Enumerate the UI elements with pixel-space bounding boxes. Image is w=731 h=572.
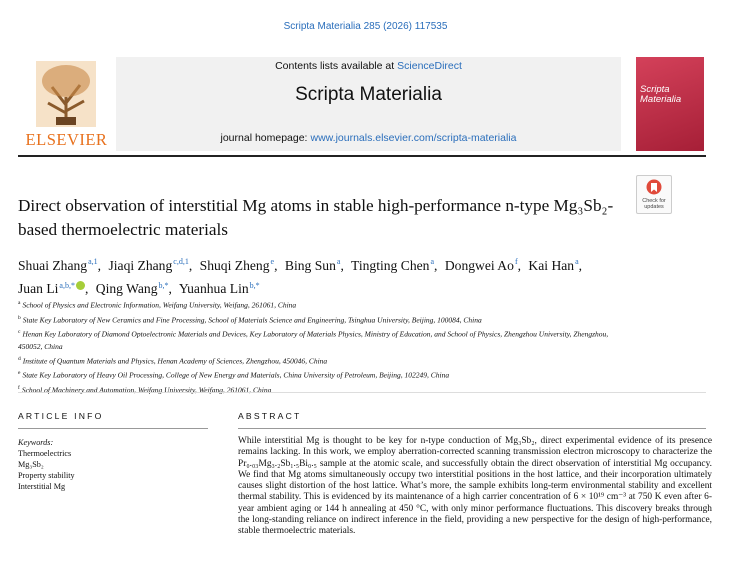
author: Jiaqi Zhangc,d,1	[108, 257, 192, 273]
article-title: Direct observation of interstitial Mg at…	[18, 196, 614, 239]
keywords-block: Keywords: Thermoelectrics Mg₃Sb₂ Property …	[18, 437, 208, 492]
contents-line: Contents lists available at ScienceDirect	[116, 60, 621, 72]
author: Yuanhua Linb,*	[178, 280, 260, 297]
author-name[interactable]: Bing Sun	[284, 257, 336, 273]
affiliation-label: c	[18, 329, 21, 335]
author-name[interactable]: Shuai Zhang	[18, 257, 88, 273]
author-list: Shuai Zhanga,1 Jiaqi Zhangc,d,1 Shuqi Zh…	[18, 252, 610, 299]
homepage-label: journal homepage:	[220, 132, 308, 144]
author-affiliation-mark[interactable]: a,b,*	[59, 280, 75, 290]
author-name[interactable]: Kai Han	[528, 257, 575, 273]
author-name[interactable]: Qing Wang	[95, 281, 158, 297]
affiliation: d Institute of Quantum Materials and Phys…	[18, 353, 618, 368]
article-info-heading: ARTICLE INFO	[18, 411, 104, 421]
sciencedirect-link[interactable]: ScienceDirect	[397, 60, 462, 72]
affiliation-text: School of Machinery and Automation, Weif…	[21, 385, 272, 394]
publisher-name: ELSEVIER	[25, 130, 108, 149]
affiliation-text: Institute of Quantum Materials and Physi…	[22, 356, 328, 365]
affiliation-text: State Key Laboratory of Heavy Oil Proces…	[22, 370, 450, 380]
publisher-logo	[36, 61, 96, 127]
author-name[interactable]: Dongwei Ao	[444, 257, 514, 273]
affiliation-label: b	[18, 314, 21, 321]
author-affiliation-mark[interactable]: a	[336, 257, 341, 266]
author: Juan Lia,b,*	[18, 280, 88, 297]
keyword: Property stability	[18, 471, 75, 480]
author-affiliation-mark[interactable]: a	[575, 257, 579, 266]
affiliation-label: a	[18, 300, 21, 306]
journal-citation[interactable]: Scripta Materialia 285 (2026) 117535	[283, 21, 448, 32]
keywords-heading: Keywords:	[18, 438, 54, 447]
affiliation-text: School of Physics and Electronic Informa…	[22, 300, 297, 310]
badge-text: Check for updates	[642, 198, 666, 210]
affiliation-text: Henan Key Laboratory of Diamond Optoelec…	[18, 329, 609, 351]
heading-rule	[238, 428, 706, 429]
affiliation: b State Key Laboratory of New Ceramics an…	[18, 312, 618, 327]
affiliation-label: d	[18, 355, 21, 362]
journal-header: Contents lists available at ScienceDirect…	[116, 57, 621, 151]
cover-title: Scripta Materialia	[640, 84, 682, 105]
author-name[interactable]: Juan Li	[18, 281, 59, 297]
logo-foliage	[42, 65, 90, 97]
author-name[interactable]: Shuqi Zheng	[199, 257, 270, 273]
author-name[interactable]: Tingting Chen	[351, 257, 430, 273]
logo-ground	[56, 117, 76, 125]
affiliation: a School of Physics and Electronic Inform…	[18, 297, 618, 312]
abstract-heading: ABSTRACT	[238, 411, 302, 421]
badge-bookmark	[651, 183, 657, 192]
author: Tingting Chena	[351, 257, 437, 273]
author: Dongwei Aof	[444, 257, 521, 273]
affiliation: e State Key Laboratory of Heavy Oil Proce…	[18, 367, 618, 382]
author: Shuai Zhanga,1	[18, 257, 101, 273]
author-name[interactable]: Yuanhua Lin	[178, 281, 249, 297]
affiliation-text: State Key Laboratory of New Ceramics and…	[22, 315, 482, 324]
badge-icon	[646, 179, 662, 195]
heading-rule	[18, 428, 208, 429]
check-updates-badge[interactable]: Check for updates	[636, 175, 672, 214]
author: Bing Suna	[284, 257, 344, 273]
homepage-line: journal homepage: www.journals.elsevier.c…	[116, 132, 621, 144]
contents-text: Contents lists available at	[275, 60, 395, 72]
orcid-icon[interactable]	[75, 281, 85, 291]
abstract-text: While interstitial Mg is thought to be k…	[238, 436, 712, 537]
keyword: Mg₃Sb₂	[18, 460, 44, 469]
keyword: Thermoelectrics	[18, 449, 72, 458]
affiliation-label: f	[18, 384, 20, 391]
keyword: Interstitial Mg	[18, 482, 66, 491]
author: Shuqi Zhenge	[199, 257, 278, 273]
author-affiliation-mark[interactable]: a	[430, 257, 435, 266]
author-name[interactable]: Jiaqi Zhang	[108, 257, 173, 273]
author-affiliation-mark[interactable]: f	[514, 257, 518, 266]
affiliation-label: e	[18, 370, 21, 376]
journal-name: Scripta Materialia	[295, 84, 442, 105]
section-rule	[18, 392, 706, 393]
author: Qing Wangb,*	[95, 280, 172, 297]
homepage-link[interactable]: www.journals.elsevier.com/scripta-materi…	[310, 132, 517, 144]
author: Kai Hana	[528, 257, 582, 273]
header-rule	[18, 155, 706, 157]
affiliation-list: a School of Physics and Electronic Inform…	[18, 297, 618, 396]
author-affiliation-mark[interactable]: b,*	[249, 280, 260, 290]
affiliation: c Henan Key Laboratory of Diamond Optoele…	[18, 326, 618, 353]
author-affiliation-mark[interactable]: a,1	[88, 257, 98, 266]
author-affiliation-mark[interactable]: c,d,1	[173, 257, 189, 266]
journal-cover[interactable]: Scripta Materialia	[636, 57, 704, 151]
author-affiliation-mark[interactable]: b,*	[158, 280, 169, 290]
affiliation: f School of Machinery and Automation, Wei…	[18, 382, 618, 397]
author-affiliation-mark[interactable]: e	[270, 257, 275, 266]
